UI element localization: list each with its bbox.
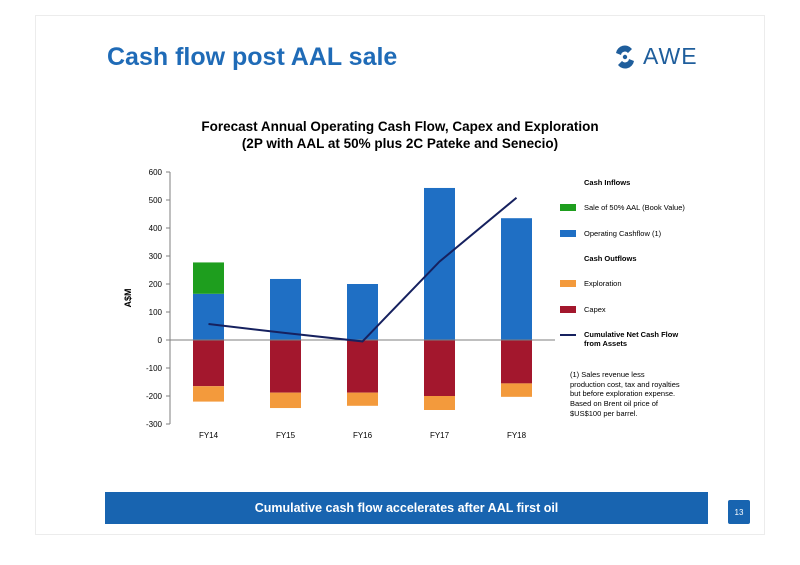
bar-operating-cashflow-1-fy17	[424, 187, 455, 340]
legend-swatch-cumulative	[560, 334, 576, 336]
logo-wordmark: AWE	[643, 43, 698, 69]
bar-exploration-fy17	[424, 396, 455, 410]
bar-operating-cashflow-1-fy15	[270, 278, 301, 340]
legend-heading-inflows: Cash Inflows	[584, 178, 631, 187]
legend-swatch-operating-cashflow	[560, 230, 576, 237]
legend-item-capex: Capex	[560, 305, 606, 314]
legend-label-aal-sale: Sale of 50% AAL (Book Value)	[584, 203, 685, 212]
legend-label-cumulative-line-2: from Assets	[584, 339, 628, 348]
bar-capex-fy15	[270, 340, 301, 393]
bar-capex-fy18	[501, 340, 532, 384]
bar-exploration-fy18	[501, 383, 532, 397]
legend-swatch-capex	[560, 306, 576, 313]
legend-label-operating-cashflow: Operating Cashflow (1)	[584, 229, 662, 238]
page-number: 13	[728, 500, 750, 524]
company-logo: AWE	[612, 43, 698, 70]
chart-subtitle: (2P with AAL at 50% plus 2C Pateke and S…	[241, 136, 559, 151]
legend-heading-outflows: Cash Outflows	[584, 254, 637, 263]
bar-capex-fy14	[193, 340, 224, 387]
legend-label-capex: Capex	[584, 305, 606, 314]
legend-label-exploration: Exploration	[584, 279, 622, 288]
x-tick-label: FY14	[199, 431, 219, 440]
y-tick-label: 600	[149, 168, 163, 177]
legend-item-exploration: Exploration	[560, 279, 622, 288]
y-tick-label: -200	[146, 392, 163, 401]
chart-title: Forecast Annual Operating Cash Flow, Cap…	[201, 119, 599, 134]
bar-exploration-fy14	[193, 386, 224, 402]
bar-capex-fy17	[424, 340, 455, 396]
y-tick-label: 300	[149, 252, 163, 261]
bar-operating-cashflow-1-fy18	[501, 218, 532, 340]
y-tick-label: 0	[158, 336, 163, 345]
y-tick-label: 200	[149, 280, 163, 289]
plot-area: -300 -200 -100 0 100 200 300 400 500 600 A$M FY14 FY…	[123, 168, 555, 440]
x-tick-label: FY15	[276, 431, 296, 440]
legend-item-aal-sale: Sale of 50% AAL (Book Value)	[560, 203, 685, 212]
bar-capex-fy16	[347, 340, 378, 393]
legend-label-cumulative: Cumulative Net Cash Flow from Assets	[584, 330, 678, 348]
y-axis-label: A$M	[123, 288, 133, 307]
chart-title-block: Forecast Annual Operating Cash Flow, Cap…	[160, 118, 640, 152]
slide-frame	[35, 15, 765, 535]
slide-title: Cash flow post AAL sale	[107, 43, 398, 71]
legend-swatch-aal-sale	[560, 204, 576, 211]
logo-mark-icon	[616, 44, 634, 69]
legend-swatch-exploration	[560, 280, 576, 287]
y-tick-label: 400	[149, 224, 163, 233]
y-tick-label: 100	[149, 308, 163, 317]
bar-operating-cashflow-1-fy16	[347, 284, 378, 340]
chart-footnote: (1) Sales revenue less production cost, …	[570, 370, 680, 418]
bar-exploration-fy16	[347, 392, 378, 406]
y-tick-label: -100	[146, 364, 163, 373]
x-tick-label: FY18	[507, 431, 527, 440]
x-tick-label: FY16	[353, 431, 373, 440]
legend-item-cumulative: Cumulative Net Cash Flow from Assets	[560, 330, 678, 348]
bar-operating-cashflow-1-fy14	[193, 293, 224, 340]
y-tick-label: -300	[146, 420, 163, 429]
legend-item-operating-cashflow: Operating Cashflow (1)	[560, 229, 661, 238]
y-tick-label: 500	[149, 196, 163, 205]
bar-sale-of-50-aal-book-value-fy14	[193, 262, 224, 294]
summary-banner: Cumulative cash flow accelerates after A…	[105, 492, 708, 524]
legend-label-cumulative-line-1: Cumulative Net Cash Flow	[584, 330, 679, 339]
x-tick-label: FY17	[430, 431, 450, 440]
bar-exploration-fy15	[270, 392, 301, 409]
